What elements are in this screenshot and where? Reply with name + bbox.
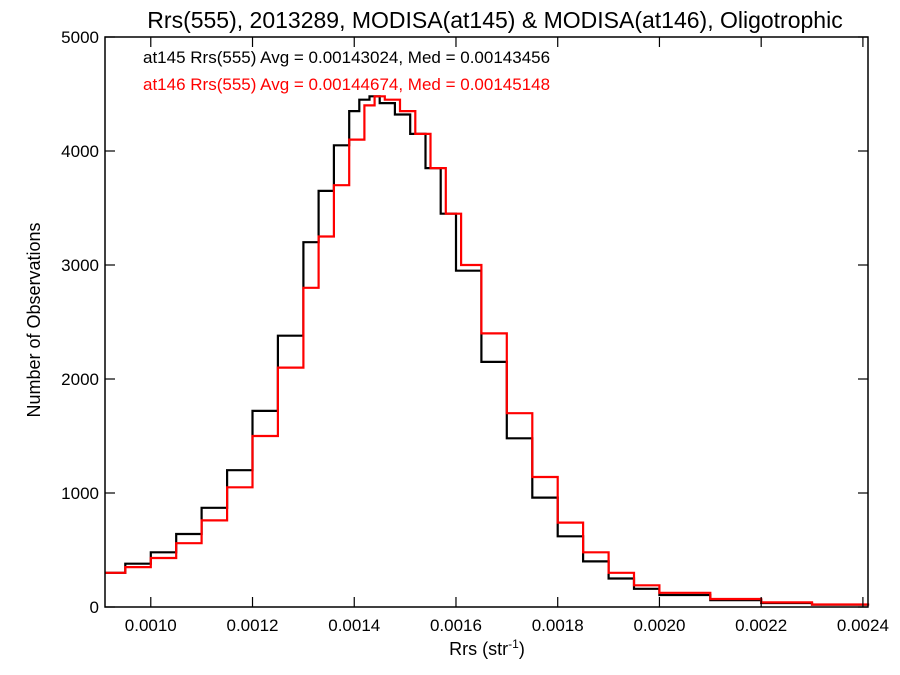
plot-frame	[104, 36, 869, 608]
ticks-layer: 0.0010 0.0012 0.0014 0.0016 0.0018 0.0020 0.00…	[61, 28, 889, 635]
legend-annotation-1: at145 Rrs(555) Avg = 0.00143024, Med = 0…	[143, 48, 550, 67]
x-tick-label: 0.0012	[227, 616, 279, 635]
series-layer	[105, 95, 870, 606]
x-axis-label-superscript: -1	[508, 637, 519, 651]
y-tick-label: 3000	[61, 256, 99, 275]
y-tick-label: 0	[90, 598, 99, 617]
x-axis-label: Rrs (str-1)	[449, 637, 525, 659]
x-tick-label: 0.0024	[837, 616, 889, 635]
x-axis-label-main: Rrs (str	[449, 639, 508, 659]
x-tick-label: 0.0018	[532, 616, 584, 635]
x-axis-label-close: )	[519, 639, 525, 659]
legend-annotation-2: at146 Rrs(555) Avg = 0.00144674, Med = 0…	[143, 75, 550, 94]
chart-title: Rrs(555), 2013289, MODISA(at145) & MODIS…	[147, 7, 842, 33]
y-tick-label: 1000	[61, 484, 99, 503]
y-tick-label: 5000	[61, 28, 99, 47]
x-tick-label: 0.0010	[125, 616, 177, 635]
histogram-series-2	[105, 95, 870, 606]
legend-annotations: at145 Rrs(555) Avg = 0.00143024, Med = 0…	[143, 48, 550, 94]
y-tick-label: 4000	[61, 142, 99, 161]
histogram-series-1	[105, 95, 870, 606]
y-axis-label: Number of Observations	[24, 222, 44, 417]
x-tick-label: 0.0016	[430, 616, 482, 635]
x-tick-label: 0.0014	[328, 616, 380, 635]
x-tick-label: 0.0020	[633, 616, 685, 635]
x-tick-label: 0.0022	[735, 616, 787, 635]
y-tick-label: 2000	[61, 370, 99, 389]
